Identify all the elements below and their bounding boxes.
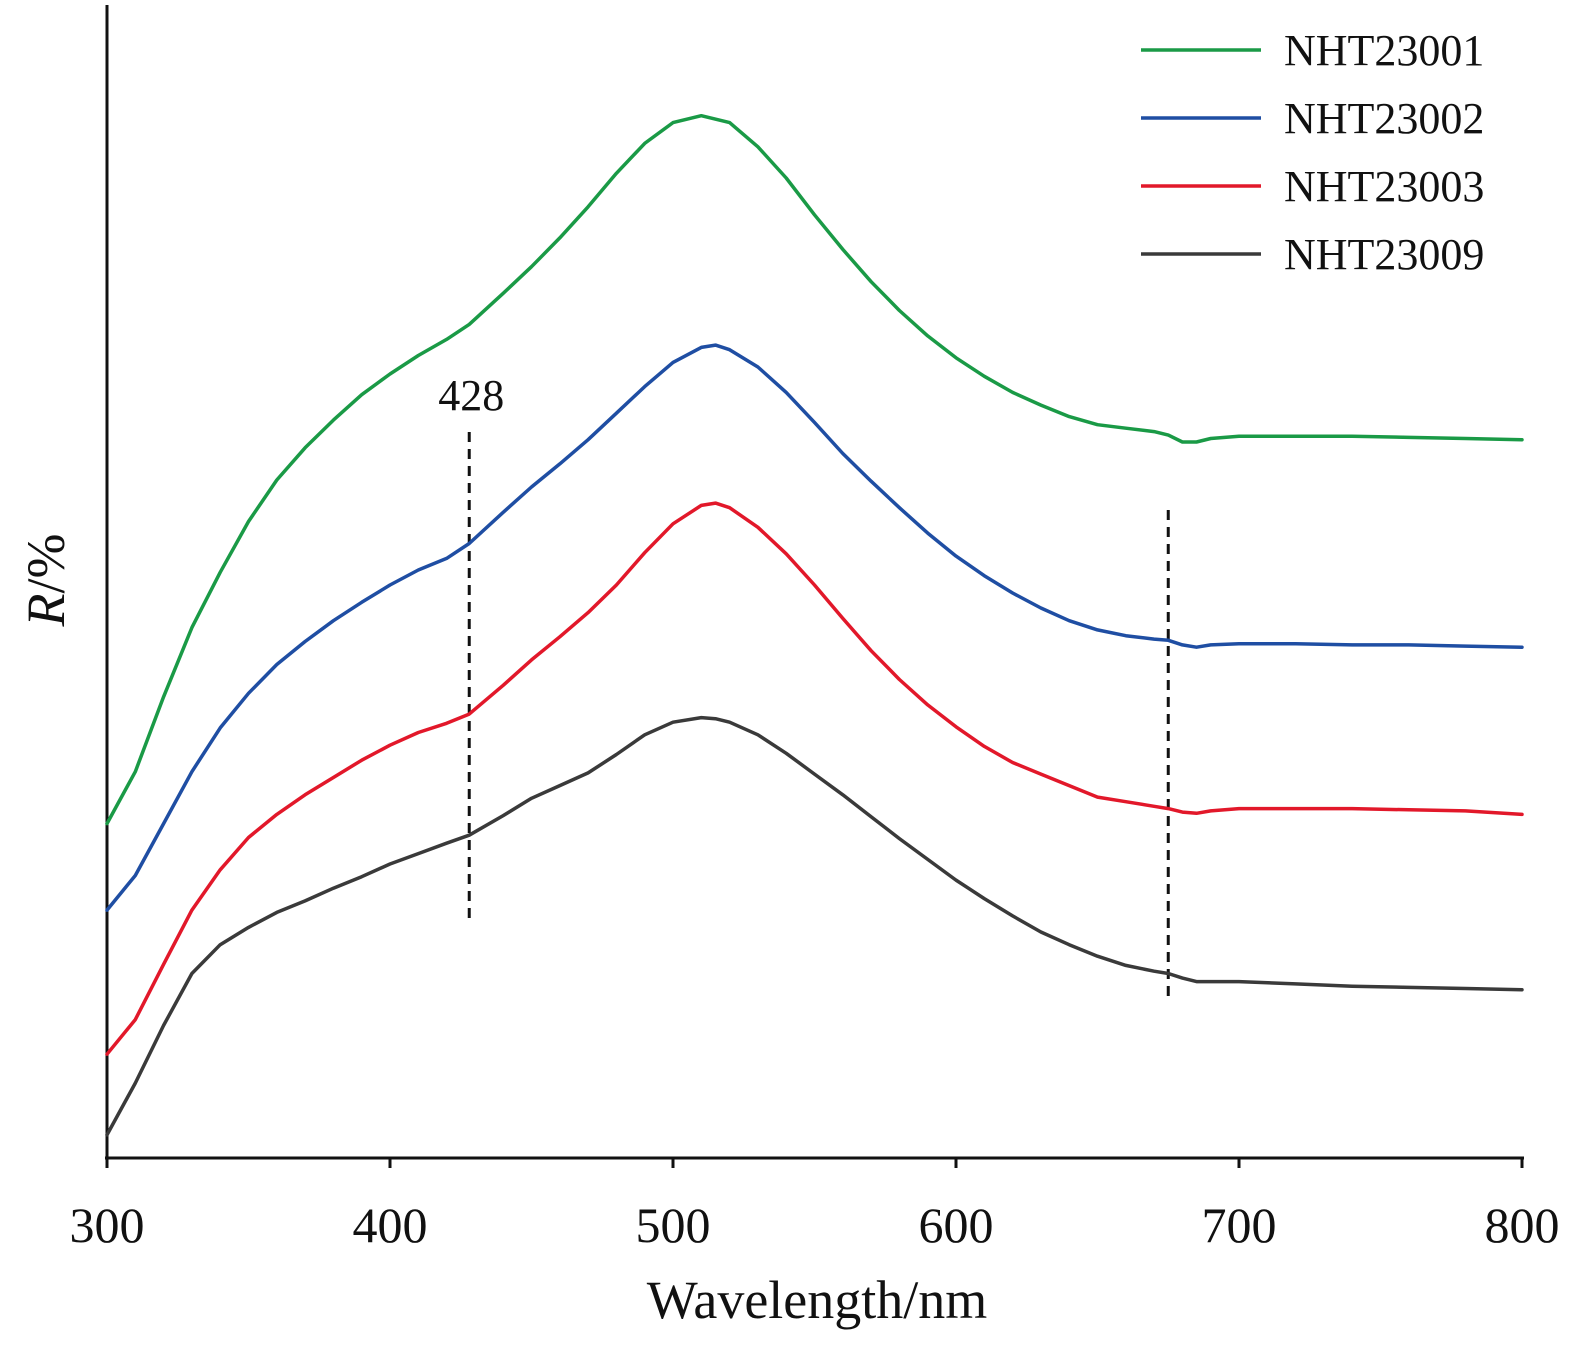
- legend-item-NHT23009: NHT23009: [1141, 230, 1484, 279]
- legend-label-NHT23009: NHT23009: [1284, 230, 1484, 279]
- annotation-lines: 428: [438, 371, 1170, 1000]
- series-line-NHT23002: [105, 343, 1524, 912]
- series-lines: [105, 113, 1524, 1137]
- x-tick-label-600: 600: [919, 1197, 994, 1253]
- legend-label-NHT23002: NHT23002: [1284, 94, 1484, 143]
- legend-item-NHT23003: NHT23003: [1141, 162, 1484, 211]
- legend-label-NHT23001: NHT23001: [1284, 26, 1484, 75]
- x-axis-label: Wavelength/nm: [647, 1270, 988, 1330]
- legend: NHT23001 NHT23002 NHT23003 NHT23009: [1141, 26, 1484, 279]
- plot-area: 300 400 500 600 700 800 428: [70, 5, 1560, 1253]
- legend-item-NHT23002: NHT23002: [1141, 94, 1484, 143]
- x-tick-label-800: 800: [1485, 1197, 1560, 1253]
- x-tick-label-500: 500: [636, 1197, 711, 1253]
- y-axis-label-unit: /%: [16, 534, 76, 594]
- y-axis-label-italic: R: [16, 594, 76, 628]
- series-line-NHT23003: [105, 501, 1524, 1056]
- y-axis-label: R/%: [16, 534, 76, 628]
- x-tick-label-700: 700: [1202, 1197, 1277, 1253]
- series-line-NHT23009: [105, 715, 1524, 1137]
- x-axis-ticks: 300 400 500 600 700 800: [70, 1158, 1560, 1253]
- series-line-NHT23001: [105, 113, 1524, 826]
- legend-item-NHT23001: NHT23001: [1141, 26, 1484, 75]
- svg-text:R/%: R/%: [16, 534, 76, 628]
- x-tick-label-300: 300: [70, 1197, 145, 1253]
- legend-label-NHT23003: NHT23003: [1284, 162, 1484, 211]
- annotation-label-428: 428: [438, 371, 504, 420]
- x-tick-label-400: 400: [353, 1197, 428, 1253]
